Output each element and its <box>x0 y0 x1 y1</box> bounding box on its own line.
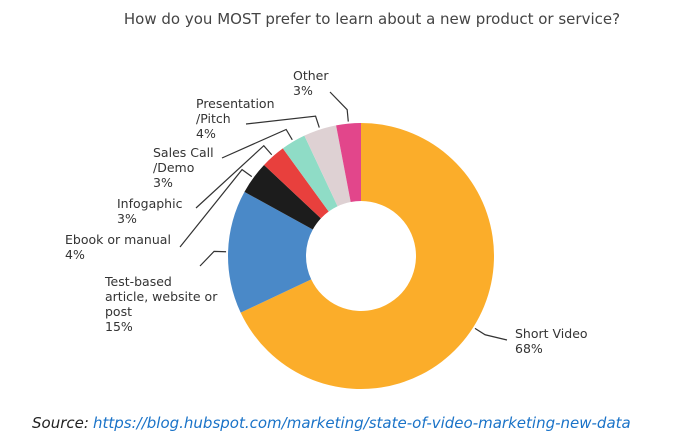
value-label: 3% <box>117 211 137 226</box>
leader-line <box>221 128 293 159</box>
leader-line <box>195 144 273 209</box>
value-label: 3% <box>153 175 173 190</box>
slice <box>264 148 329 219</box>
slice <box>240 123 495 389</box>
slice-label: Other <box>293 68 329 83</box>
value-label: 3% <box>293 83 313 98</box>
value-label: 15% <box>105 319 133 334</box>
slice <box>244 164 321 230</box>
leader-line <box>474 327 508 341</box>
slice <box>336 123 361 202</box>
slice <box>228 191 313 313</box>
leader-line <box>179 168 253 248</box>
source-label: Source: <box>32 414 89 432</box>
slice-label: Sales Call/Demo <box>153 145 214 175</box>
slice-label: Presentation/Pitch <box>196 96 275 126</box>
slice-label: Test-based article, website or post <box>104 274 218 319</box>
slice-label: Infogaphic <box>117 196 183 211</box>
value-label: 4% <box>196 126 216 141</box>
slice-label: Ebook or manual <box>65 232 171 247</box>
value-label: 68% <box>515 341 543 356</box>
chart-title: How do you MOST prefer to learn about a … <box>124 10 620 28</box>
leader-line <box>199 250 227 267</box>
slice <box>304 125 351 207</box>
leader-line <box>245 115 320 128</box>
leader-line <box>329 91 349 122</box>
slice-label: Short Video <box>515 326 588 341</box>
slice <box>282 135 338 212</box>
value-label: 4% <box>65 247 85 262</box>
source-link[interactable]: https://blog.hubspot.com/marketing/state… <box>93 414 631 432</box>
